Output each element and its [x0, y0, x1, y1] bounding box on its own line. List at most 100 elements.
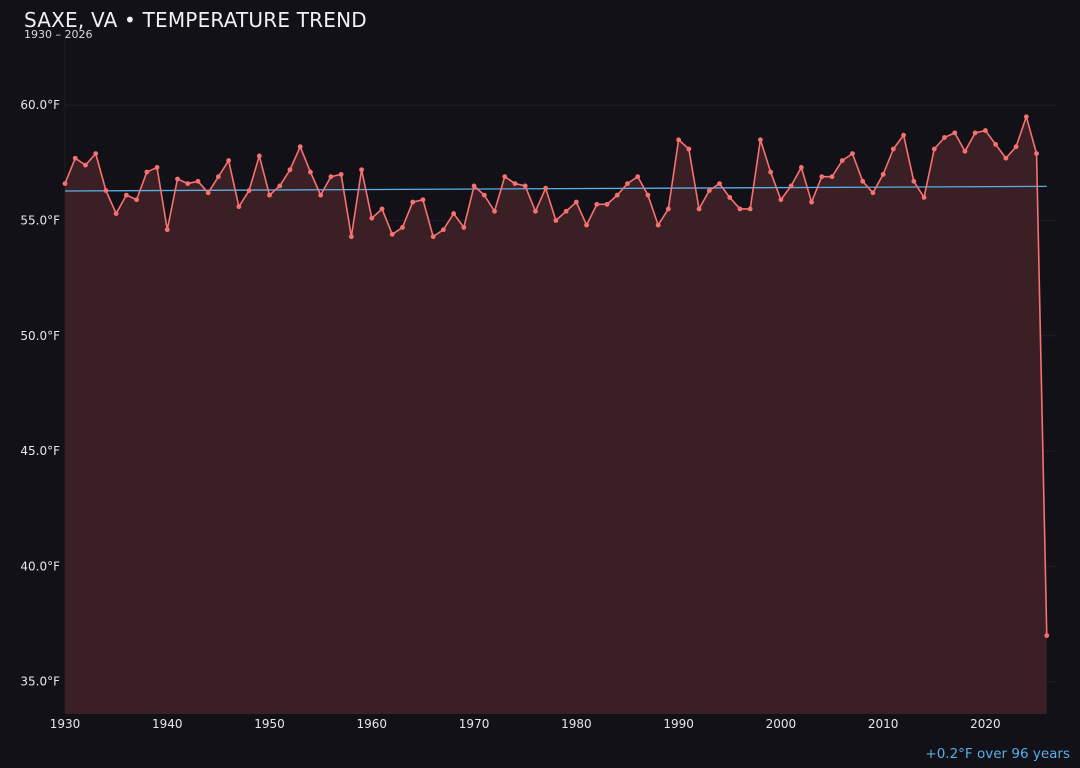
data-point — [410, 199, 416, 205]
data-point — [686, 146, 692, 152]
data-point — [778, 197, 784, 203]
data-point — [62, 181, 68, 186]
data-point — [379, 206, 385, 212]
data-point — [123, 192, 129, 198]
data-point — [706, 188, 712, 193]
data-point — [226, 158, 232, 163]
data-point — [594, 201, 600, 207]
data-point — [604, 201, 610, 207]
data-point — [277, 183, 283, 189]
point-layer — [62, 114, 1050, 638]
data-point — [696, 206, 702, 212]
data-point — [839, 158, 845, 163]
data-point — [645, 192, 651, 198]
data-point — [573, 199, 579, 205]
y-tick-label: 60.0°F — [20, 98, 60, 112]
data-point — [154, 165, 160, 170]
data-point — [727, 195, 733, 200]
data-point — [512, 181, 518, 186]
data-point — [440, 227, 446, 233]
data-point — [747, 206, 753, 212]
data-point — [195, 178, 201, 184]
data-point — [993, 141, 999, 147]
data-point — [737, 206, 743, 212]
data-point — [942, 135, 947, 140]
data-point — [175, 176, 180, 182]
data-point — [533, 208, 538, 214]
data-point — [185, 181, 191, 186]
data-point — [420, 197, 426, 203]
y-tick-label: 40.0°F — [20, 559, 60, 573]
data-point — [543, 185, 549, 191]
data-point — [829, 174, 835, 180]
data-point — [717, 181, 722, 186]
y-tick-label: 35.0°F — [20, 675, 60, 689]
chart-title: SAXE, VA • TEMPERATURE TREND — [24, 8, 367, 32]
trend-layer — [64, 185, 1047, 192]
data-point — [1034, 151, 1039, 157]
x-tick-label: 1950 — [254, 717, 285, 731]
data-point — [921, 195, 927, 200]
data-point — [901, 132, 906, 138]
data-point — [563, 208, 569, 214]
data-point — [522, 183, 528, 189]
data-point — [205, 190, 211, 196]
data-point — [164, 227, 170, 233]
x-tick-label: 1960 — [357, 717, 388, 731]
data-point — [880, 171, 886, 177]
data-point — [256, 153, 262, 159]
data-point — [216, 174, 221, 180]
data-point — [93, 151, 99, 157]
tick-layer: 35.0°F 40.0°F 45.0°F 50.0°F 55.0°F 60.0°F 1930… — [20, 98, 1000, 731]
data-point — [655, 222, 661, 228]
data-point — [338, 171, 344, 177]
data-point — [1013, 144, 1019, 150]
x-tick-label: 1940 — [152, 717, 183, 731]
data-point — [665, 206, 671, 212]
trend-summary: +0.2°F over 96 years — [925, 746, 1070, 762]
data-point — [359, 167, 364, 173]
data-point — [850, 151, 855, 157]
x-tick-label: 1980 — [561, 717, 592, 731]
data-point — [134, 197, 139, 203]
data-point — [430, 234, 436, 240]
data-point — [113, 211, 119, 216]
data-point — [461, 225, 467, 230]
data-point — [972, 130, 978, 136]
y-tick-label: 50.0°F — [20, 329, 60, 343]
data-point — [246, 188, 252, 193]
data-point — [614, 192, 620, 198]
data-point — [297, 144, 303, 150]
data-point — [287, 167, 293, 173]
data-point — [492, 208, 497, 214]
x-tick-label: 2000 — [766, 717, 797, 731]
data-point — [625, 181, 630, 186]
data-point — [983, 128, 988, 133]
data-point — [144, 169, 150, 175]
data-point — [860, 178, 866, 184]
data-point — [788, 183, 794, 189]
chart-subtitle: 1930 – 2026 — [24, 28, 93, 41]
x-tick-label: 2020 — [970, 717, 1001, 731]
data-point — [962, 148, 968, 154]
data-point — [870, 190, 876, 196]
data-point — [308, 169, 313, 175]
data-point — [819, 174, 825, 180]
x-tick-label: 1990 — [663, 717, 694, 731]
data-point — [952, 130, 958, 136]
data-point — [798, 165, 804, 170]
data-point — [911, 178, 917, 184]
data-point — [768, 169, 774, 175]
data-point — [389, 231, 395, 237]
data-point — [809, 199, 814, 205]
data-point — [83, 162, 88, 168]
data-point — [103, 188, 109, 193]
x-tick-label: 1930 — [50, 717, 81, 731]
data-point — [1003, 155, 1009, 161]
area-layer — [65, 116, 1047, 714]
data-point — [931, 146, 937, 152]
temperature-area-fill — [65, 116, 1047, 714]
data-point — [890, 146, 896, 152]
data-point — [369, 215, 375, 221]
